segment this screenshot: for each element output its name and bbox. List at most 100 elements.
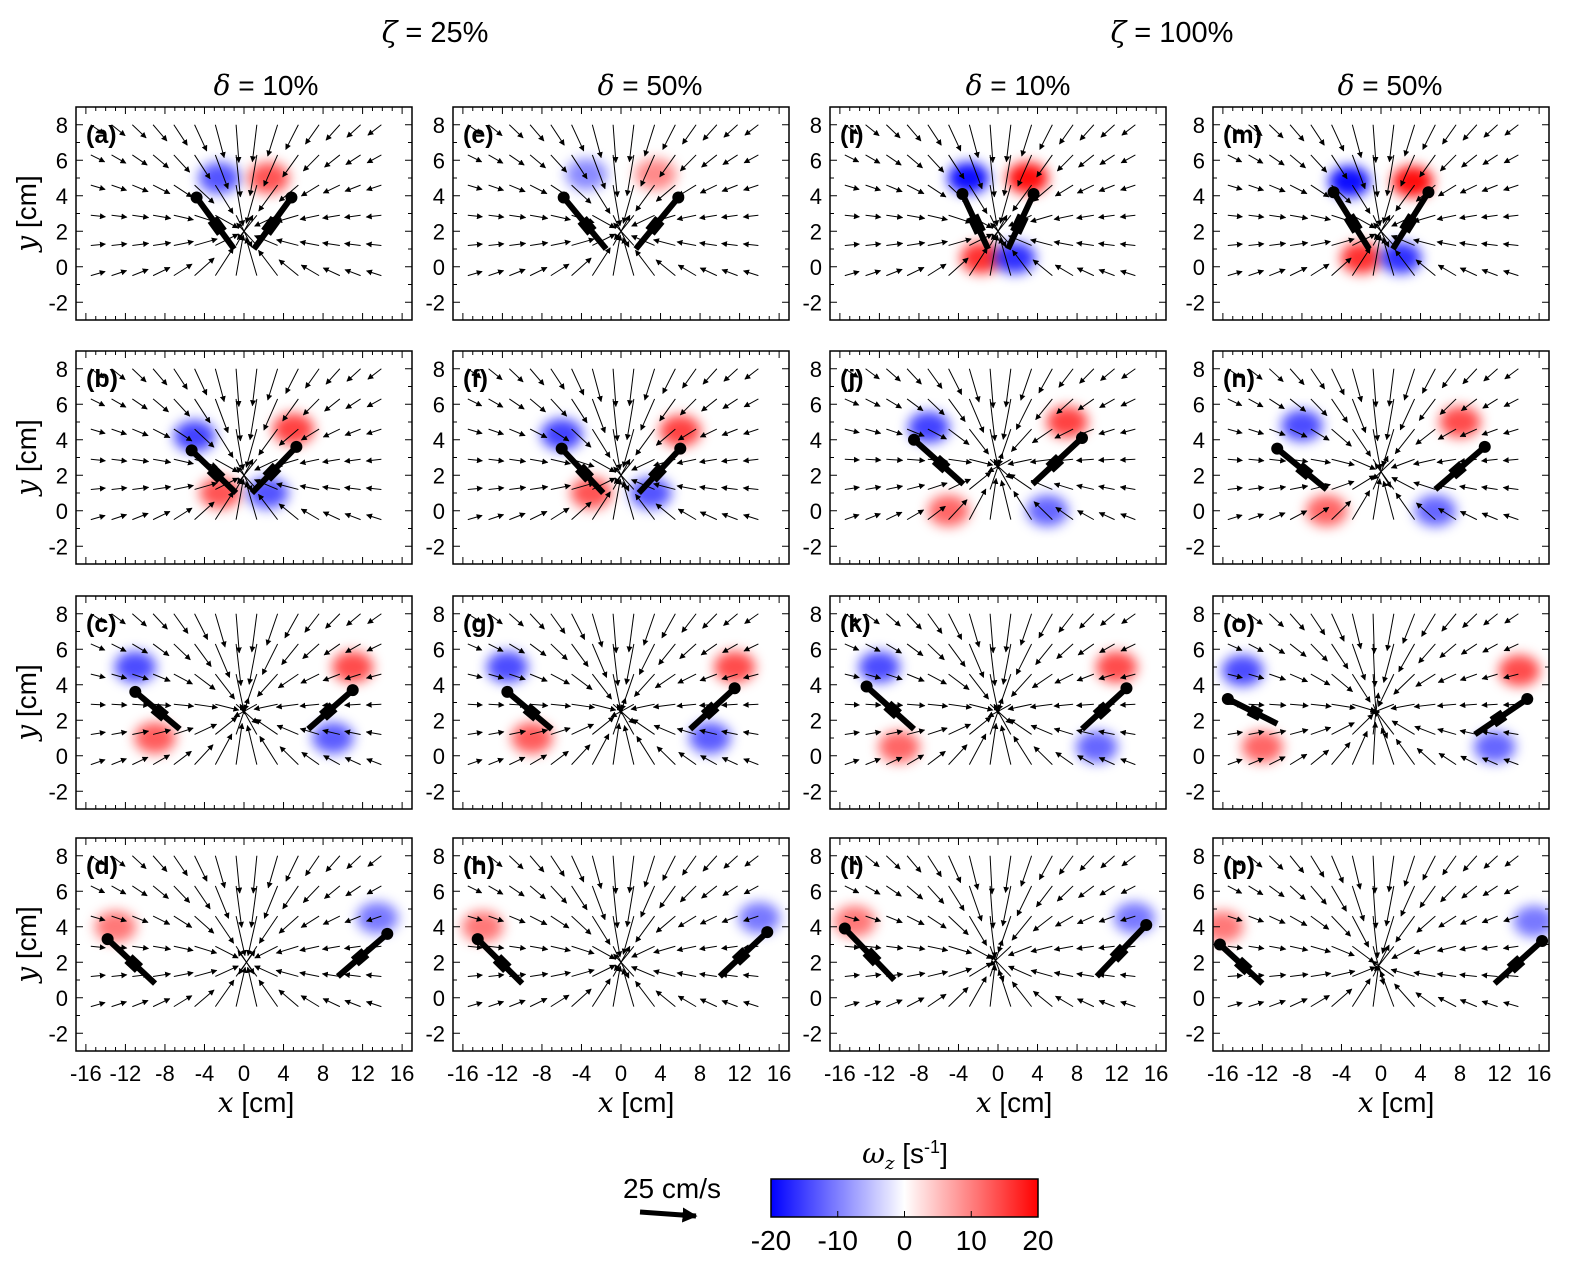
velocity-vector xyxy=(194,945,218,955)
velocity-vector xyxy=(927,398,945,416)
velocity-vector xyxy=(844,241,860,248)
velocity-vector xyxy=(699,945,717,952)
velocity-vector xyxy=(90,885,106,894)
velocity-vector xyxy=(365,915,382,923)
right-wing-body xyxy=(318,702,338,721)
velocity-vector xyxy=(300,915,320,928)
velocity-vector xyxy=(550,643,568,661)
velocity-vector xyxy=(235,398,243,442)
velocity-vector xyxy=(635,184,656,212)
velocity-vector xyxy=(194,154,211,180)
velocity-vector xyxy=(325,124,341,141)
velocity-vector xyxy=(235,613,242,654)
velocity-vector xyxy=(865,456,882,463)
y-tick-label: 4 xyxy=(810,915,822,940)
velocity-vector xyxy=(488,213,505,220)
velocity-vector xyxy=(989,452,1004,490)
velocity-vector xyxy=(345,154,361,165)
y-tick-label: 4 xyxy=(433,673,445,698)
velocity-vector xyxy=(322,728,340,735)
velocity-vector xyxy=(215,965,239,977)
velocity-vector xyxy=(989,398,998,442)
velocity-vector xyxy=(467,154,483,163)
velocity-vector xyxy=(571,915,592,935)
velocity-vector xyxy=(305,368,320,389)
velocity-vector xyxy=(488,757,504,766)
velocity-vector xyxy=(344,485,361,492)
velocity-vector xyxy=(1030,214,1053,223)
velocity-vector xyxy=(743,643,759,652)
velocity-vector xyxy=(968,428,989,455)
velocity-vector xyxy=(699,673,718,682)
velocity-vector xyxy=(277,673,299,689)
colorbar: ωz [s-1] -20 -10 0 10 20 xyxy=(751,1137,1054,1256)
velocity-vector xyxy=(886,154,902,166)
left-wing-body xyxy=(883,700,902,720)
velocity-vector xyxy=(278,989,299,1008)
velocity-vector xyxy=(989,368,996,409)
velocity-vector xyxy=(322,240,340,247)
velocity-vector xyxy=(948,613,963,641)
velocity-vector xyxy=(324,398,341,412)
y-tick-label: 6 xyxy=(433,879,445,904)
x-tick-label: -8 xyxy=(532,1061,552,1086)
velocity-vector xyxy=(699,728,717,735)
colorbar-tick-label: 10 xyxy=(956,1225,987,1256)
vorticity-positive-patch xyxy=(1213,910,1244,943)
y-tick-label: 0 xyxy=(810,499,822,524)
y-tick-label: 4 xyxy=(56,915,68,940)
y-tick-label: 8 xyxy=(433,357,445,382)
panel-plot-area xyxy=(76,838,412,1051)
panel-d: (d) 8 6 4 2 0 -2 y [cm] -16 -12 -8 -4 0 4 8 12 16 xyxy=(10,837,414,1086)
velocity-vector xyxy=(488,1000,505,1008)
velocity-vector xyxy=(488,944,505,951)
plot-background xyxy=(76,107,412,320)
velocity-vector xyxy=(699,998,718,1008)
velocity-vector xyxy=(111,701,128,708)
velocity-vector xyxy=(257,673,278,697)
velocity-vector xyxy=(509,241,527,248)
x-tick-label: 12 xyxy=(350,1061,374,1086)
velocity-vector xyxy=(214,154,229,190)
velocity-vector xyxy=(653,238,676,246)
velocity-vector xyxy=(282,885,299,910)
velocity-vector xyxy=(906,398,924,412)
velocity-vector xyxy=(152,154,169,169)
velocity-vector xyxy=(906,214,926,221)
velocity-vector xyxy=(721,999,738,1008)
velocity-vector xyxy=(173,428,193,442)
velocity-vector xyxy=(927,154,945,173)
velocity-vector xyxy=(592,233,616,246)
x-tick-label: -4 xyxy=(572,1061,592,1086)
column-title-1: δ = 10% xyxy=(214,69,319,102)
velocity-vector xyxy=(276,238,299,246)
velocity-vector xyxy=(1077,510,1095,521)
velocity-vector xyxy=(214,613,227,648)
velocity-vector xyxy=(367,368,382,380)
velocity-vector xyxy=(927,124,942,146)
velocity-vector xyxy=(285,855,299,882)
right-wing-tip xyxy=(1478,440,1491,453)
velocity-vector xyxy=(281,643,299,666)
velocity-vector xyxy=(659,154,676,178)
velocity-vector xyxy=(844,368,859,378)
velocity-vector xyxy=(152,915,171,925)
velocity-vector xyxy=(662,124,676,150)
velocity-vector xyxy=(90,972,106,979)
velocity-vector xyxy=(699,184,718,194)
velocity-vector xyxy=(488,485,505,492)
velocity-vector xyxy=(132,915,149,924)
velocity-vector xyxy=(1056,154,1074,172)
panel-plot-area xyxy=(453,107,789,320)
velocity-vector xyxy=(612,478,623,520)
velocity-vector xyxy=(302,154,320,172)
velocity-vector xyxy=(173,239,194,246)
velocity-vector xyxy=(627,124,635,163)
velocity-vector xyxy=(742,673,759,680)
right-wing-body xyxy=(1506,955,1526,974)
velocity-vector xyxy=(743,269,759,277)
velocity-vector xyxy=(111,757,127,766)
x-tick-label: -8 xyxy=(909,1061,929,1086)
y-tick-label: 0 xyxy=(433,986,445,1011)
